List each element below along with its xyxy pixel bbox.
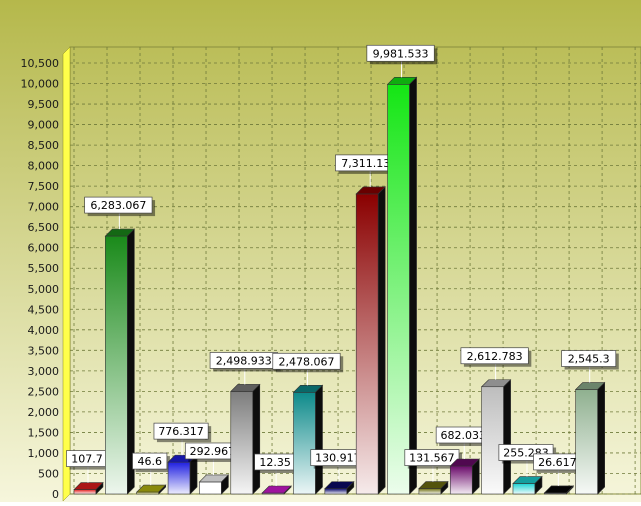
bar-7: 12.35: [254, 453, 299, 495]
bar-side-face: [503, 379, 511, 495]
bar-front-face: [575, 389, 598, 495]
bar-front-face: [449, 465, 473, 495]
bar-side-face: [346, 480, 355, 495]
data-label: 6,283.067: [90, 199, 146, 212]
data-label: 7,311.133: [341, 157, 397, 170]
data-label-box: [561, 350, 617, 367]
bar-side-face: [409, 76, 417, 495]
y-tick-label: 9,500: [28, 98, 60, 111]
y-tick-label: 500: [38, 467, 59, 480]
bar-5: 292.967: [184, 442, 243, 495]
bar-15: 255.283: [498, 444, 557, 495]
y-tick-label: 5,000: [28, 283, 60, 296]
bar-13: 682.033: [435, 426, 494, 495]
data-label-box: [404, 449, 460, 466]
bar-14: 2,612.783: [460, 347, 532, 495]
bar-16: 26.617: [533, 453, 585, 495]
bar-side-face: [127, 228, 135, 495]
bar-side-face: [315, 384, 323, 495]
y-tick-label: 2,500: [28, 385, 60, 398]
data-label-box: [460, 347, 529, 365]
bar-side-face: [252, 383, 261, 495]
y-tick-label: 3,500: [28, 344, 60, 357]
bar-front-face: [481, 386, 504, 495]
data-label: 12.35: [259, 456, 291, 469]
bar-side-face: [534, 475, 543, 495]
y-tick-label: 5,500: [28, 262, 60, 275]
data-label: 682.033: [441, 429, 487, 442]
y-tick-label: 1,000: [28, 447, 60, 460]
bar-front-face: [73, 489, 97, 495]
bar-11: 9,981.533: [366, 44, 438, 495]
y-tick-label: 10,000: [21, 78, 60, 91]
bar-9: 130.917: [310, 449, 368, 495]
data-label: 26.617: [538, 456, 577, 469]
bar-front-face: [199, 481, 222, 495]
y-tick-label: 0: [52, 488, 59, 501]
bar-front-face: [293, 391, 316, 495]
bar-front-face: [512, 483, 536, 495]
bar-side-face: [597, 381, 605, 495]
bar-side-face: [377, 186, 386, 495]
y-tick-label: 8,500: [28, 139, 60, 152]
data-label: 776.317: [158, 425, 204, 438]
data-label: 9,981.533: [373, 47, 429, 60]
bar-17: 2,545.3: [561, 350, 619, 495]
y-axis-wall: [62, 46, 71, 502]
y-tick-label: 1,500: [28, 426, 60, 439]
data-label: 2,545.3: [568, 353, 610, 366]
data-label: 2,498.933: [216, 354, 272, 367]
y-tick-label: 7,500: [28, 180, 60, 193]
y-tick-label: 2,000: [28, 406, 60, 419]
y-tick-label: 9,000: [28, 119, 60, 132]
y-axis-ticks: 0 500 1,000 1,500 2,000 2,500 3,000 3,500 4,000 4…: [21, 57, 60, 501]
bar-2: 6,283.067: [84, 196, 156, 495]
bar-front-face: [230, 391, 254, 495]
bar-side-face: [95, 481, 104, 495]
bar-front-face: [167, 461, 191, 495]
bar-side-face: [440, 480, 449, 495]
y-tick-label: 4,500: [28, 303, 60, 316]
gridlines: [70, 47, 641, 495]
y-tick-label: 10,500: [21, 57, 60, 70]
bar-10: 7,311.133: [335, 154, 406, 495]
data-label: 2,478.067: [278, 355, 334, 368]
bar-side-face: [471, 458, 480, 495]
data-label: 2,612.783: [467, 350, 523, 363]
data-label-box: [84, 196, 153, 214]
y-tick-label: 4,000: [28, 324, 60, 337]
bar-4: 776.317: [153, 422, 212, 495]
bar-6: 2,498.933: [209, 352, 281, 495]
bar-side-face: [221, 474, 229, 495]
bar-front-face: [355, 193, 379, 495]
y-tick-label: 6,500: [28, 221, 60, 234]
bar-front-face: [387, 83, 410, 495]
data-label-box: [153, 422, 209, 440]
bar-side-face: [566, 485, 574, 495]
bar-12: 131.567: [404, 449, 463, 495]
data-label: 292.967: [190, 445, 236, 458]
bar-8: 2,478.067: [272, 352, 344, 495]
bar-front-face: [324, 488, 348, 495]
y-tick-label: 6,000: [28, 242, 60, 255]
bar-1: 107.7: [66, 450, 111, 495]
data-label: 131.567: [409, 452, 455, 465]
bar-side-face: [283, 485, 292, 495]
y-tick-label: 8,000: [28, 160, 60, 173]
data-label: 130.917: [315, 452, 361, 465]
data-label: 107.7: [71, 453, 103, 466]
bar-3: 46.6: [132, 452, 170, 495]
data-label-box: [366, 44, 435, 62]
bar-front-face: [418, 488, 442, 495]
y-tick-label: 7,000: [28, 201, 60, 214]
bar-side-face: [158, 484, 167, 495]
bars: 107.7 6,283.067 46.6 776.317 292.967 2,498.93…: [66, 44, 619, 495]
bar-front-face: [105, 235, 128, 495]
data-label-box: [272, 352, 341, 370]
data-label-box: [132, 452, 168, 470]
data-label: 46.6: [137, 455, 162, 468]
y-tick-label: 3,000: [28, 365, 60, 378]
